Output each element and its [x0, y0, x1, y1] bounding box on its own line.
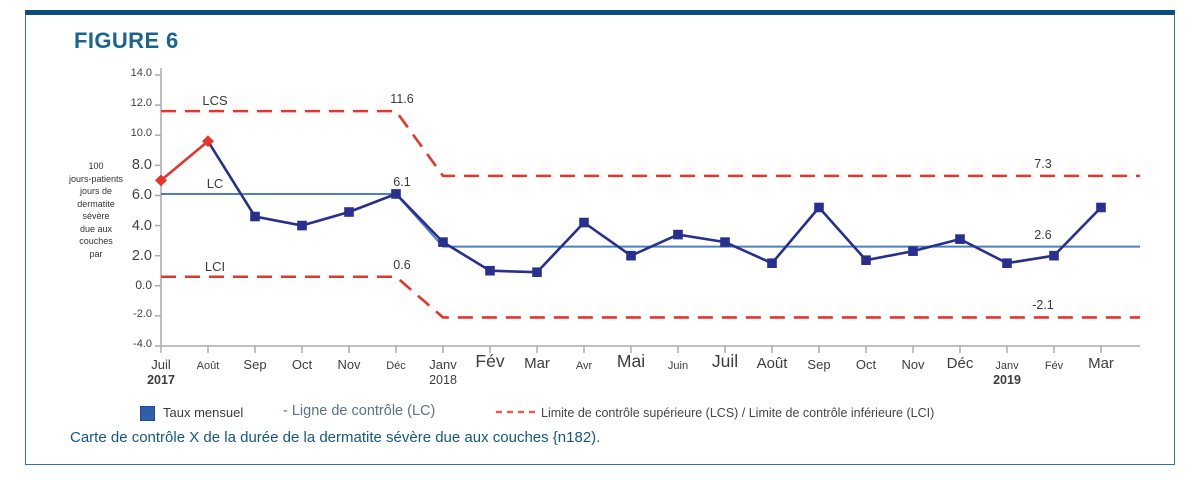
x-tick-label: Fév	[475, 351, 505, 371]
x-tick-label: Juil	[151, 357, 171, 372]
data-point-marker	[344, 207, 354, 217]
y-tick-label: -4.0	[133, 338, 152, 350]
lc-value-label: 2.6	[1034, 227, 1052, 242]
legend-limits-label: Limite de contrôle supérieure (LCS) / Li…	[541, 406, 935, 420]
data-point-marker	[861, 255, 871, 265]
y-tick-label: 0.0	[135, 277, 152, 292]
lc-control-line	[161, 192, 1140, 248]
y-tick-label: 10.0	[130, 127, 152, 140]
data-point-marker	[485, 265, 495, 276]
y-tick-label: 8.0	[131, 157, 152, 174]
legend-series-label: Taux mensuel	[163, 405, 244, 420]
y-tick-label: 2.0	[131, 247, 152, 264]
data-point-marker	[579, 217, 589, 228]
x-year-label: 2018	[429, 373, 457, 387]
data-point-marker	[438, 237, 448, 247]
x-tick-label: Mar	[1088, 355, 1114, 372]
lcs-value-label: 7.3	[1034, 156, 1052, 171]
y-tick-label: 14.0	[130, 67, 152, 79]
data-point-marker	[720, 237, 730, 247]
x-tick-label: Sep	[807, 357, 831, 372]
legend-series-swatch-icon	[140, 406, 155, 421]
lcs-value-label: 11.6	[390, 92, 414, 107]
data-point-marker	[955, 234, 965, 244]
y-axis-label: 100 jours-patients jours de dermatite sé…	[68, 161, 124, 259]
figure-title: FIGURE 6	[74, 28, 179, 53]
x-tick-label: Déc	[946, 355, 974, 372]
x-tick-label: Janv	[995, 360, 1019, 372]
x-year-label: 2019	[993, 373, 1021, 387]
legend-lc-label: - Ligne de contrôle (LC)	[283, 403, 436, 419]
lci-value-label: 0.6	[393, 257, 411, 272]
data-point-marker	[391, 189, 401, 199]
x-year-label: 2017	[147, 373, 175, 387]
x-tick-label: Mai	[616, 351, 646, 371]
series-segment-special	[160, 140, 209, 182]
lcs-control-line	[161, 109, 1140, 178]
data-point-marker	[532, 267, 542, 278]
x-tick-label: Fév	[1044, 360, 1064, 372]
x-tick-label: Juil	[711, 351, 739, 371]
series-line	[206, 140, 1102, 274]
legend-dash-icon	[496, 410, 540, 414]
x-tick-label: Déc	[386, 360, 406, 372]
data-point-marker	[1096, 202, 1106, 213]
figure-border	[25, 10, 1175, 465]
y-tick-label: -2.0	[133, 307, 152, 320]
data-point-diamond	[202, 135, 214, 148]
x-tick-label: Oct	[855, 357, 877, 372]
data-point-marker	[626, 250, 636, 261]
data-point-marker	[1049, 250, 1059, 261]
lc-value-label: 6.1	[393, 174, 411, 189]
x-tick-label: Avr	[575, 360, 593, 372]
x-tick-label: Juin	[667, 360, 689, 372]
lci-value-label: -2.1	[1032, 298, 1054, 313]
x-tick-label: Août	[756, 355, 788, 372]
x-tick-label: Oct	[291, 357, 313, 372]
x-tick-label: Nov	[901, 357, 925, 372]
y-tick-label: 12.0	[130, 97, 152, 110]
figure-caption: Carte de contrôle X de la durée de la de…	[70, 429, 601, 446]
data-point-marker	[814, 202, 824, 213]
x-tick-label: Août	[196, 360, 220, 372]
lcs-line-label: LCS	[202, 93, 228, 109]
x-tick-label: Sep	[243, 357, 267, 372]
lc-line-label: LC	[206, 175, 224, 191]
x-tick-label: Nov	[337, 357, 361, 372]
x-tick-label: Mar	[524, 355, 550, 372]
x-tick-label: Janv	[429, 357, 457, 372]
data-point-marker	[767, 258, 777, 268]
lci-control-line	[161, 275, 1140, 319]
data-point-marker	[250, 211, 260, 222]
lci-line-label: LCI	[204, 258, 226, 274]
data-point-marker	[908, 246, 918, 256]
data-point-marker	[1002, 258, 1012, 268]
data-point-diamond	[155, 174, 167, 187]
y-tick-label: 6.0	[131, 187, 152, 204]
data-point-marker	[297, 220, 307, 231]
y-tick-label: 4.0	[131, 217, 152, 234]
data-point-marker	[673, 229, 683, 240]
